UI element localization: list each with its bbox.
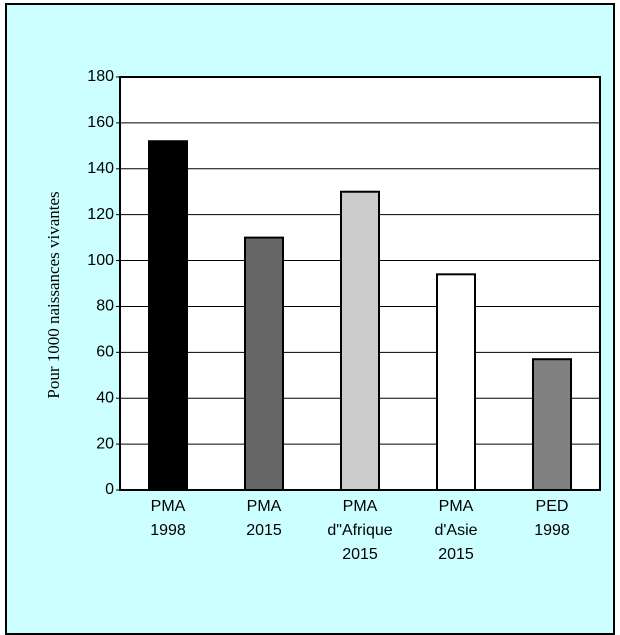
y-tick-label: 140 xyxy=(87,160,114,177)
y-tick-label: 0 xyxy=(105,481,114,498)
bar xyxy=(532,358,572,492)
y-tick-label: 160 xyxy=(87,114,114,131)
y-tick-label: 60 xyxy=(96,344,114,361)
y-tick-label: 120 xyxy=(87,206,114,223)
bar xyxy=(340,190,380,491)
y-axis-label: Pour 1000 naissances vivantes xyxy=(44,191,63,398)
y-tick-label: 80 xyxy=(96,298,114,315)
plot-border xyxy=(119,76,601,491)
bar xyxy=(436,273,476,492)
bar xyxy=(148,140,188,491)
y-tick-label: 40 xyxy=(96,389,114,406)
x-tick-label: PED 1998 xyxy=(534,498,570,539)
x-tick-label: PMA d'Asie 2015 xyxy=(434,498,478,563)
y-tick-label: 20 xyxy=(96,435,114,452)
x-tick-label: PMA 1998 xyxy=(150,498,186,539)
bar xyxy=(244,236,284,491)
x-tick-label: PMA 2015 xyxy=(246,498,282,539)
y-tick-label: 100 xyxy=(87,252,114,269)
x-tick-label: PMA d"Afrique 2015 xyxy=(327,498,393,563)
y-tick-label: 180 xyxy=(87,68,114,85)
